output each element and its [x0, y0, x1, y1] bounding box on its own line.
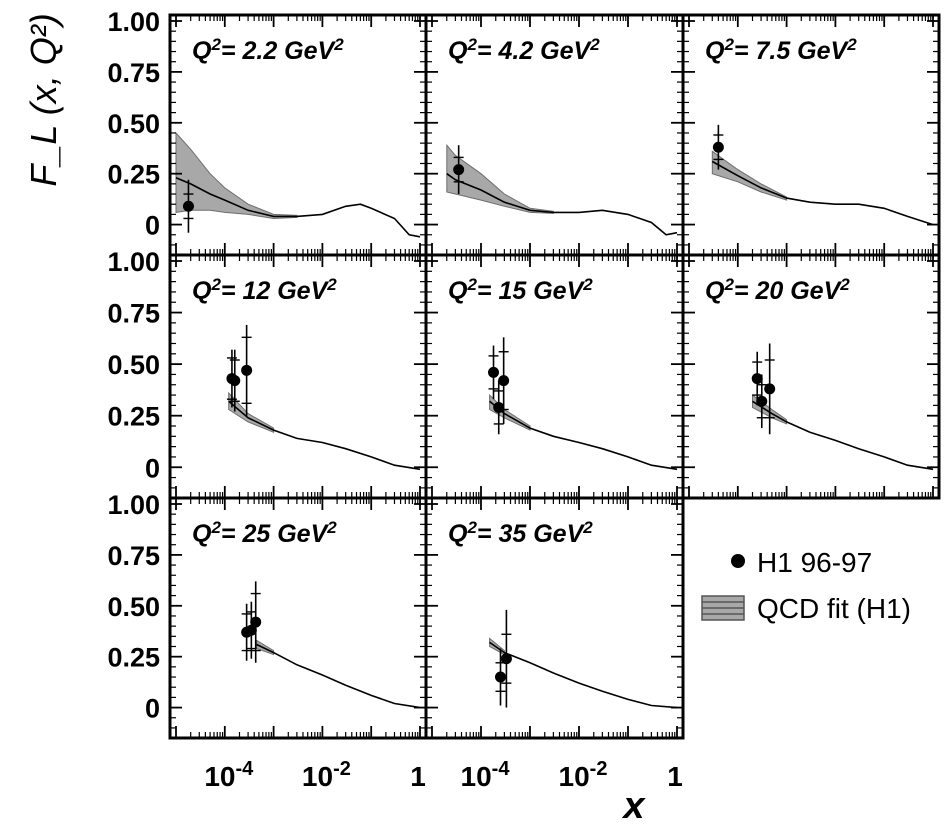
qcd-fit-curve	[446, 173, 678, 236]
data-point	[182, 200, 194, 212]
y-tick-label: 0.25	[107, 160, 160, 190]
panel-plot-area	[489, 609, 678, 709]
panel-plot-area	[175, 131, 421, 238]
panel-plot-area	[488, 337, 678, 471]
data-point	[488, 366, 500, 378]
panel-label: Q2= 12 GeV2	[192, 275, 337, 306]
qcd-fit-band	[256, 639, 275, 656]
qcd-fit-curve	[175, 177, 421, 238]
legend-label-h1: H1 96-97	[757, 547, 872, 578]
panel: Q2= 20 GeV2	[681, 253, 941, 500]
panel: Q2= 35 GeV2	[424, 496, 685, 740]
y-tick-label: 0	[145, 211, 160, 241]
x-tick-label: 1	[410, 761, 426, 792]
data-point	[498, 375, 510, 387]
y-tick-label: 0.50	[107, 592, 160, 622]
data-point	[241, 364, 253, 376]
y-tick-label: 0.50	[107, 350, 160, 380]
y-tick-label: 1.00	[107, 7, 160, 37]
panel-frame	[681, 253, 941, 500]
qcd-fit-curve	[489, 641, 678, 709]
data-point	[453, 164, 465, 176]
panel: Q2= 7.5 GeV2	[681, 13, 941, 257]
data-point	[756, 395, 768, 407]
y-tick-label: 0.25	[107, 402, 160, 432]
legend-marker-qcd-fit	[701, 595, 745, 621]
legend-label-qcd-fit: QCD fit (H1)	[757, 593, 911, 624]
panel-plot-area	[711, 124, 934, 226]
qcd-fit-band	[228, 391, 275, 433]
x-tick-label: 10-4	[461, 758, 511, 792]
y-axis-label: F_L (x, Q²)	[23, 13, 64, 186]
legend: H1 96-97 QCD fit (H1)	[701, 547, 911, 624]
legend-marker-h1	[731, 554, 745, 568]
x-axis-label: x	[621, 785, 646, 827]
qcd-fit-curve	[711, 160, 934, 226]
qcd-fit-curve	[752, 400, 934, 471]
y-tick-label: 1.00	[107, 490, 160, 520]
y-tick-label: 0.75	[107, 299, 160, 329]
panel-frame	[424, 496, 685, 740]
x-tick-label: 10-2	[302, 758, 351, 792]
y-tick-label: 1.00	[107, 247, 160, 277]
panel: Q2= 2.2 GeV2	[168, 13, 428, 257]
data-point	[751, 373, 763, 385]
panel-label: Q2= 15 GeV2	[448, 275, 593, 306]
data-point	[764, 383, 776, 395]
panel: Q2= 15 GeV2	[424, 253, 685, 500]
data-point	[229, 375, 241, 387]
qcd-fit-band	[446, 143, 554, 214]
data-point	[712, 141, 724, 153]
x-axis: 10-4 10-2 1 10-4 10-2 1	[204, 758, 682, 792]
panel-label: Q2= 7.5 GeV2	[705, 35, 857, 66]
panel-plot-area	[241, 581, 421, 709]
x-tick-label: 1	[667, 761, 683, 792]
y-axis: 1.00 0.75 0.50 0.25 0 1.00 0.75 0.50 0.25 0 1.00 0.…	[107, 7, 160, 724]
x-tick-label: 10-2	[559, 758, 608, 792]
panel: Q2= 4.2 GeV2	[424, 13, 685, 257]
panel-plot-area	[446, 143, 678, 236]
data-point	[250, 616, 262, 628]
panel-plot-area	[226, 324, 421, 471]
panel-label: Q2= 2.2 GeV2	[192, 35, 344, 66]
qcd-fit-curve	[228, 400, 421, 471]
y-tick-label: 0.75	[107, 541, 160, 571]
y-tick-label: 0.75	[107, 58, 160, 88]
y-tick-label: 0	[145, 453, 160, 483]
panel-plot-area	[751, 343, 934, 471]
data-point	[500, 653, 512, 665]
qcd-fit-curve	[489, 400, 678, 471]
panel: Q2= 12 GeV2	[168, 253, 428, 500]
y-tick-label: 0.25	[107, 643, 160, 673]
panel: Q2= 25 GeV2	[168, 496, 428, 740]
panel-label: Q2= 4.2 GeV2	[448, 35, 600, 66]
data-point	[494, 671, 506, 683]
y-tick-label: 0.50	[107, 109, 160, 139]
panel-label: Q2= 20 GeV2	[705, 275, 850, 306]
x-tick-label: 10-4	[204, 758, 254, 792]
qcd-fit-band	[175, 131, 298, 220]
panels-layer: Q2= 2.2 GeV2 Q2= 4.2 GeV2 Q2= 7.5 GeV2 Q2= …	[168, 13, 941, 740]
qcd-fit-curve	[256, 643, 421, 709]
panel-label: Q2= 35 GeV2	[448, 518, 593, 549]
data-point	[245, 624, 257, 636]
panel-label: Q2= 25 GeV2	[192, 518, 337, 549]
qcd-fit-band	[711, 150, 788, 201]
y-tick-label: 0	[145, 694, 160, 724]
data-point	[493, 401, 505, 413]
qcd-fit-band	[489, 637, 505, 656]
